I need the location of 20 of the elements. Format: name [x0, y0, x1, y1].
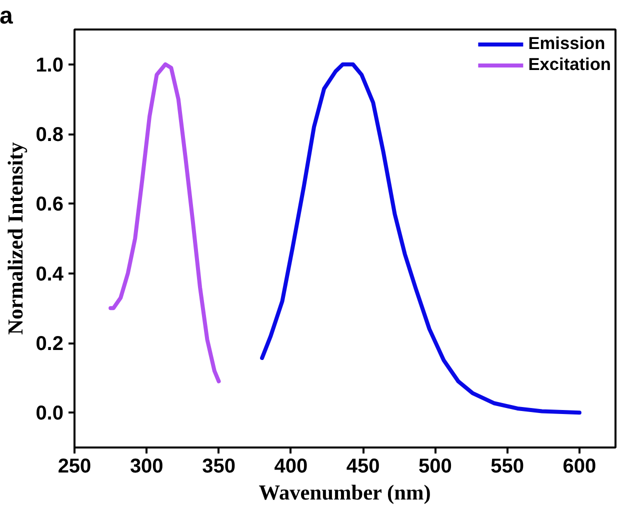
x-tick-label: 300 [130, 456, 164, 478]
line-series [108, 62, 221, 384]
legend-label: Excitation [528, 54, 611, 75]
x-tick-label: 600 [562, 456, 596, 478]
text: a [0, 2, 14, 30]
x-tick-label: 500 [418, 456, 452, 478]
y-tick-label: 0.6 [36, 194, 64, 216]
y-tick-label: 0.4 [36, 263, 64, 286]
x-tick-label: 550 [490, 456, 524, 478]
x-tick-label: 400 [274, 456, 308, 478]
y-tick-label: 0.2 [36, 333, 64, 355]
y-tick-label: 1.0 [36, 54, 64, 76]
x-tick-label: 250 [58, 456, 92, 478]
x-tick-label: 350 [202, 456, 236, 478]
y-tick-label: 0.8 [36, 124, 64, 146]
x-axis-title: Wavenumber (nm) [258, 480, 431, 504]
x-tick-label: 450 [346, 456, 380, 478]
legend-label: Emission [528, 33, 606, 54]
y-tick-label: 0.0 [36, 402, 64, 425]
y-axis-title: Normalized Intensity [4, 142, 28, 335]
